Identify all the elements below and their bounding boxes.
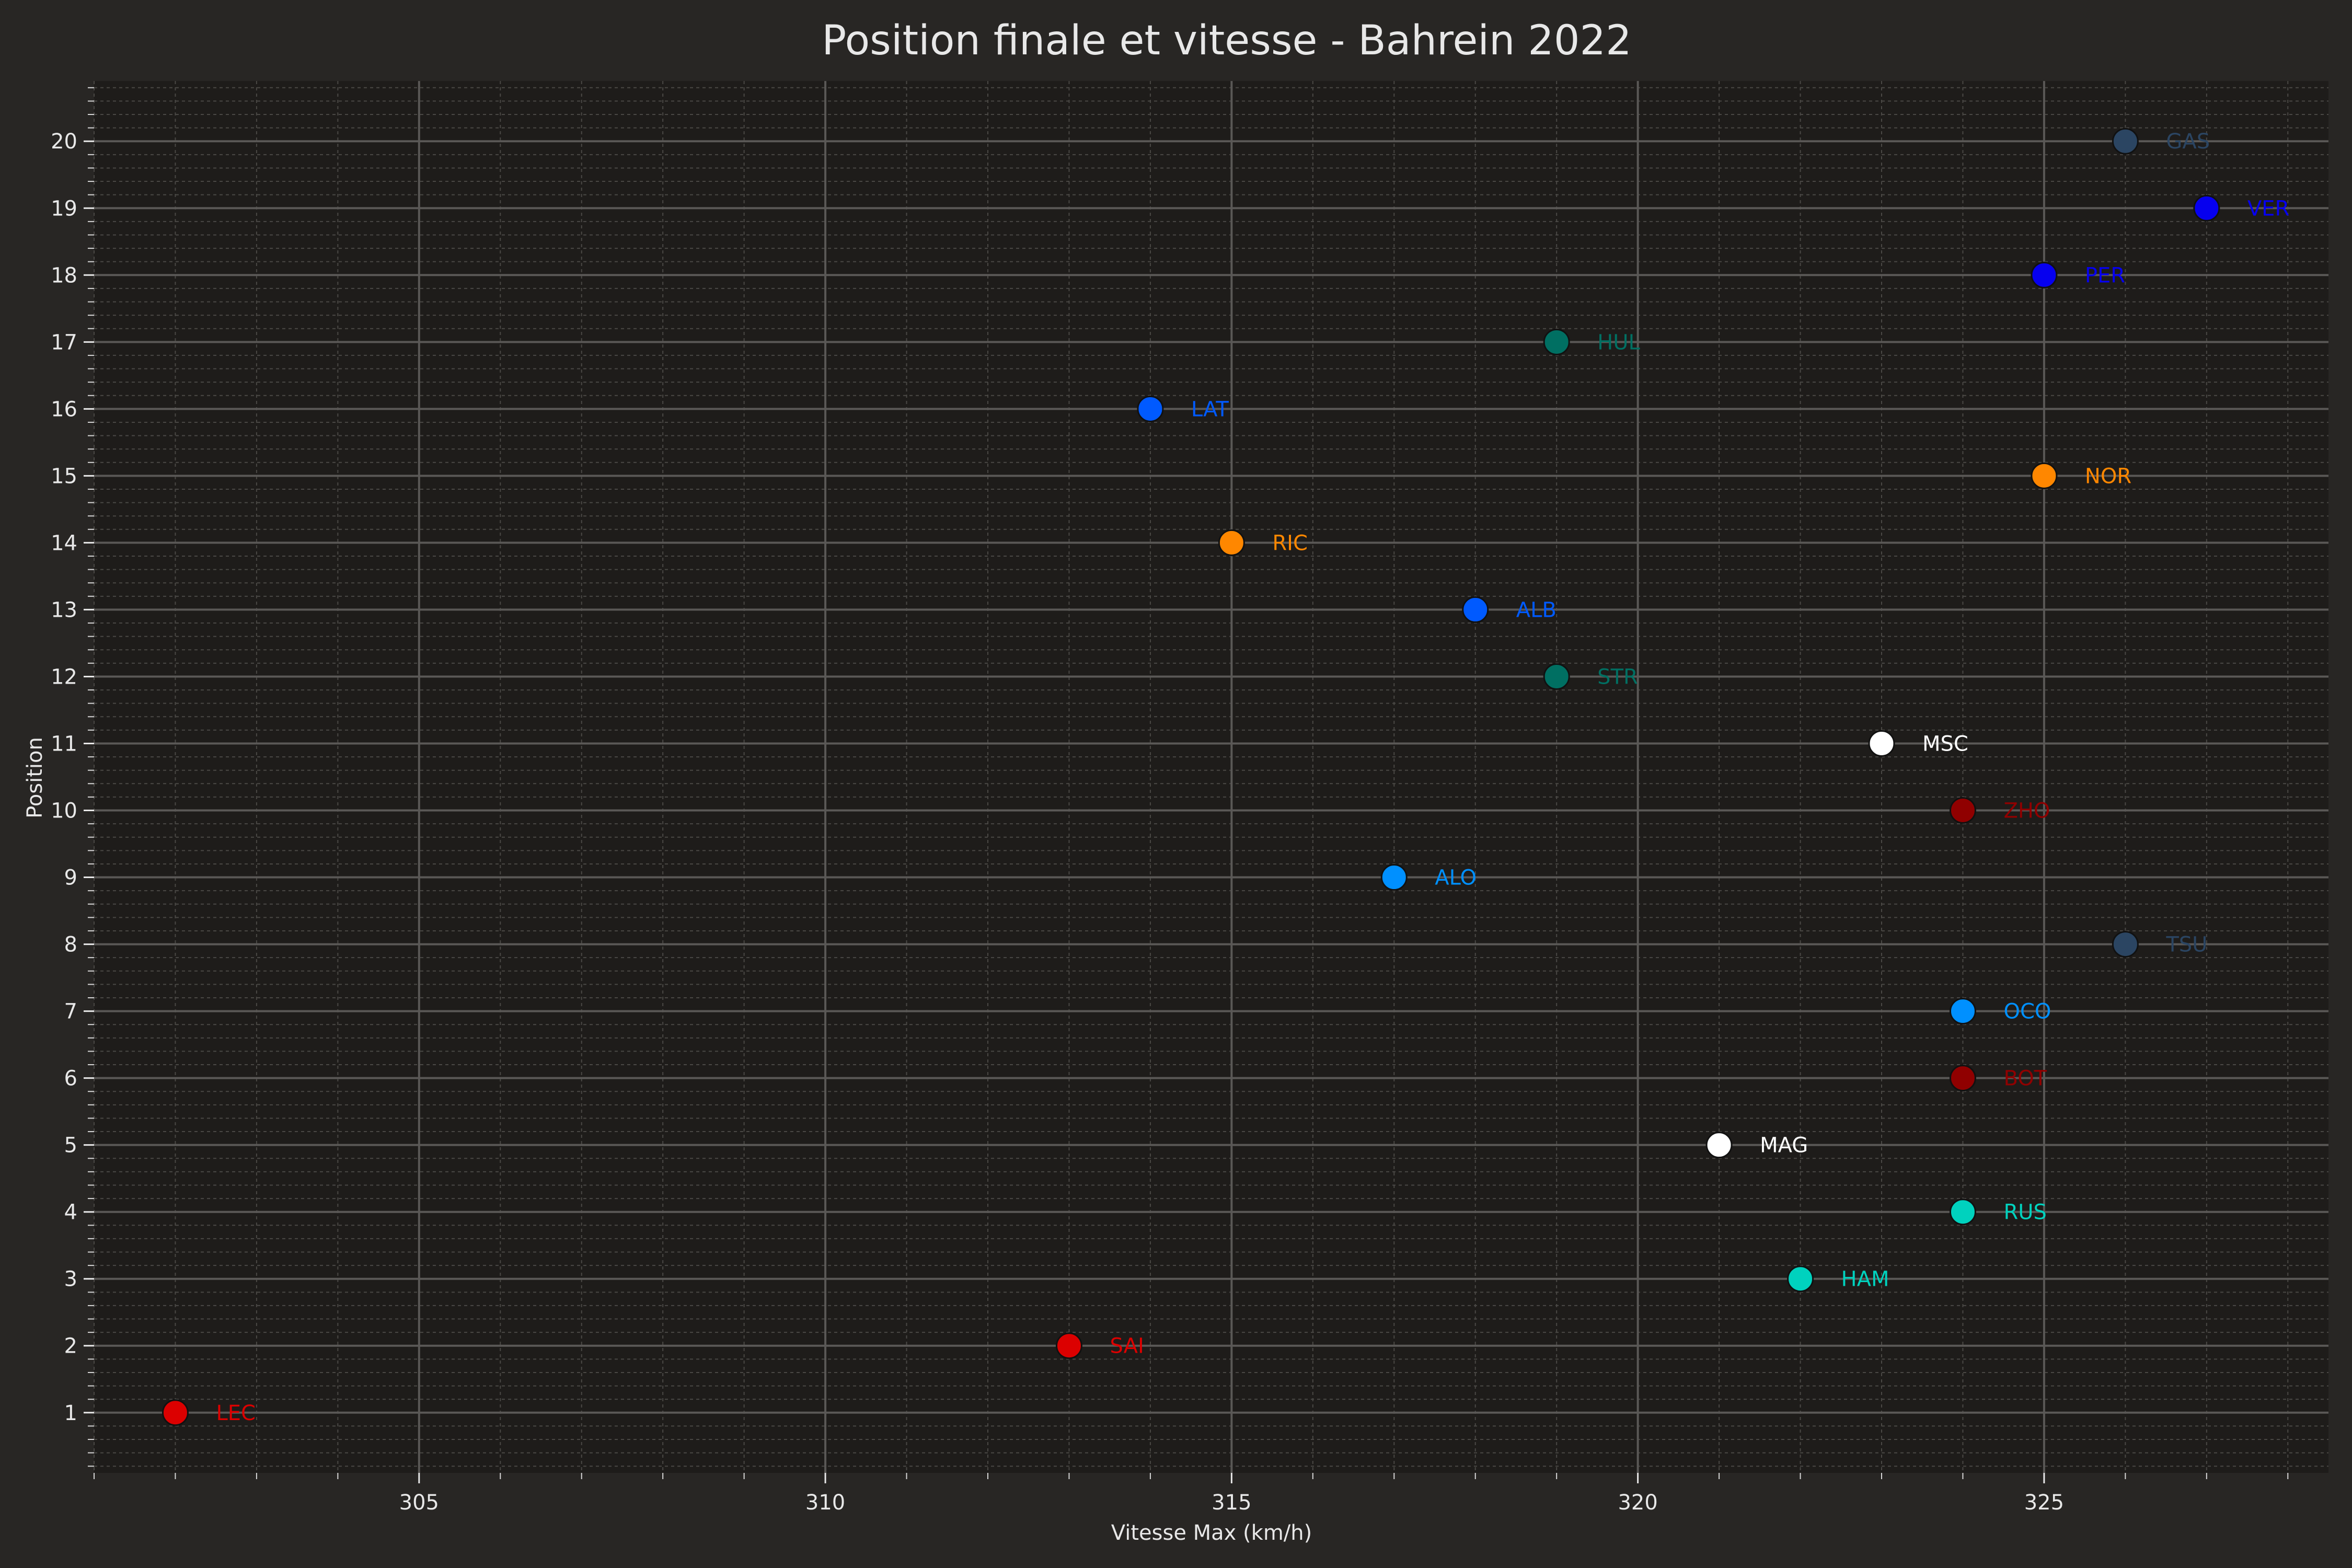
data-point: [2193, 194, 2220, 222]
data-point: [1949, 1065, 1976, 1092]
point-label: MSC: [1922, 732, 1968, 756]
data-point: [1462, 596, 1489, 623]
y-tick-label: 4: [64, 1201, 77, 1225]
data-points: LEC SAI HAM RUS MAG BOT OCO TSU ALO ZHO MSC STR ALB R…: [162, 128, 2289, 1426]
y-tick-label: 17: [51, 330, 77, 354]
x-tick-label: 325: [2024, 1491, 2064, 1515]
y-tick-label: 20: [51, 130, 77, 154]
y-tick-label: 10: [51, 799, 77, 823]
point-label: MAG: [1760, 1134, 1808, 1158]
data-point: [1055, 1332, 1082, 1359]
x-tick-label: 310: [805, 1491, 845, 1515]
point-label: SAI: [1110, 1334, 1144, 1358]
point-label: GAS: [2166, 130, 2210, 154]
data-point: [1218, 529, 1245, 556]
y-tick-label: 18: [51, 263, 77, 287]
point-label: VER: [2247, 197, 2289, 221]
y-tick-label: 19: [51, 197, 77, 221]
y-tick-label: 14: [51, 531, 77, 555]
y-tick-label: 13: [51, 598, 77, 622]
chart-title: Position finale et vitesse - Bahrein 202…: [822, 17, 1632, 64]
point-label: RUS: [2003, 1201, 2046, 1225]
data-point: [1868, 730, 1895, 757]
data-point: [1949, 1198, 1976, 1226]
data-point: [1543, 328, 1570, 355]
data-point: [1787, 1265, 1814, 1293]
y-tick-label: 9: [64, 866, 77, 890]
y-axis-label: Position: [23, 737, 47, 818]
point-label: LAT: [1191, 397, 1229, 421]
x-tick-label: 305: [399, 1491, 439, 1515]
axes: 305 310 315 320 3251234567891011121314151617…: [51, 87, 2289, 1515]
y-tick-label: 1: [64, 1401, 77, 1425]
y-tick-label: 16: [51, 397, 77, 421]
point-label: STR: [1597, 665, 1638, 689]
data-point: [1380, 864, 1408, 891]
y-tick-label: 11: [51, 732, 77, 756]
point-label: NOR: [2085, 464, 2131, 488]
point-label: ALO: [1435, 866, 1477, 890]
data-point: [2031, 261, 2058, 289]
point-label: HAM: [1841, 1267, 1889, 1292]
point-label: BOT: [2003, 1067, 2047, 1091]
point-label: HUL: [1597, 330, 1640, 354]
plot-area: [94, 81, 2328, 1473]
y-tick-label: 15: [51, 464, 77, 488]
x-tick-label: 320: [1618, 1491, 1657, 1515]
data-point: [1137, 395, 1164, 422]
data-point: [1543, 663, 1570, 690]
data-point: [2031, 462, 2058, 489]
y-tick-label: 7: [64, 1000, 77, 1024]
point-label: RIC: [1272, 531, 1308, 555]
point-label: PER: [2085, 263, 2125, 287]
data-point: [1705, 1132, 1733, 1159]
point-label: LEC: [216, 1401, 256, 1425]
point-label: TSU: [2165, 933, 2207, 957]
data-point: [162, 1399, 189, 1426]
x-tick-label: 315: [1212, 1491, 1251, 1515]
minor-grid: [94, 81, 2328, 1473]
data-point: [2112, 128, 2139, 155]
y-tick-label: 5: [64, 1134, 77, 1158]
point-label: OCO: [2003, 1000, 2051, 1024]
y-tick-label: 2: [64, 1334, 77, 1358]
y-tick-label: 12: [51, 665, 77, 689]
data-point: [1949, 998, 1976, 1025]
point-label: ZHO: [2003, 799, 2050, 823]
y-tick-label: 6: [64, 1067, 77, 1091]
x-axis-label: Vitesse Max (km/h): [1111, 1521, 1312, 1545]
point-label: ALB: [1516, 598, 1557, 622]
y-tick-label: 8: [64, 933, 77, 957]
data-point: [1949, 797, 1976, 824]
y-tick-label: 3: [64, 1267, 77, 1292]
data-point: [2112, 931, 2139, 958]
